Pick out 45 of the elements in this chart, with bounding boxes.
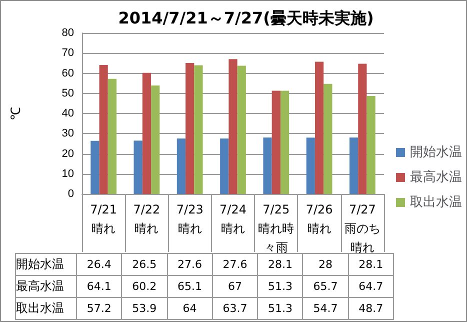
data-label: 65.7	[302, 276, 348, 298]
data-label: 60.2	[122, 276, 168, 298]
data-label: 28	[302, 254, 348, 276]
y-tick-label: 60	[62, 67, 74, 80]
x-tick-label: 7/22 晴れ	[133, 202, 160, 236]
data-label: 28.1	[258, 254, 303, 276]
data-label: 26.4	[76, 254, 122, 276]
data-label: 65.1	[167, 276, 212, 298]
data-label: 51.3	[258, 298, 303, 320]
x-tick-label: 7/21 晴れ	[90, 202, 118, 236]
data-label: 48.7	[348, 298, 394, 320]
data-label: 64	[167, 298, 212, 320]
y-tick-label: 0	[68, 188, 74, 200]
x-tick-label: 7/23 晴れ	[176, 202, 204, 236]
chart-title: 2014/7/21～7/27(曇天時未実施)	[118, 8, 374, 28]
data-label: 67	[212, 276, 258, 298]
x-tick-label: 7/24 晴れ	[220, 202, 246, 236]
data-label: 57.2	[76, 298, 122, 320]
data-label: 54.7	[302, 298, 348, 320]
data-label: 53.9	[122, 298, 168, 320]
y-tick-label: 20	[62, 148, 74, 160]
y-tick-label: 10	[62, 168, 74, 180]
x-tick-label: 7/27 雨のち晴れ	[344, 202, 380, 254]
y-tick-label: 80	[62, 27, 74, 39]
legend-label: 開始水温	[410, 145, 462, 160]
y-tick-label: 40	[62, 108, 74, 120]
y-axis-title: ℃	[8, 107, 23, 120]
y-tick-label: 70	[62, 47, 74, 60]
data-label: 64.1	[76, 276, 122, 298]
data-label: 27.6	[167, 254, 212, 276]
data-label: 27.6	[212, 254, 258, 276]
data-label: 63.7	[212, 298, 258, 320]
x-tick-label: 7/26 晴れ	[306, 202, 333, 236]
y-tick-label: 50	[62, 87, 74, 100]
legend-label: 最高水温	[410, 169, 462, 185]
legend-label: 取出水温	[410, 195, 462, 210]
x-tick-label: 7/25 晴れ時々雨	[258, 202, 294, 254]
y-tick-label: 30	[62, 128, 74, 140]
text: 取出水温	[16, 301, 64, 315]
text: 最高水温	[16, 279, 64, 293]
data-label: 64.7	[348, 276, 394, 298]
data-label: 28.1	[348, 254, 394, 276]
text: 開始水温	[16, 257, 64, 271]
data-label: 26.5	[122, 254, 168, 276]
data-label: 51.3	[258, 276, 303, 298]
